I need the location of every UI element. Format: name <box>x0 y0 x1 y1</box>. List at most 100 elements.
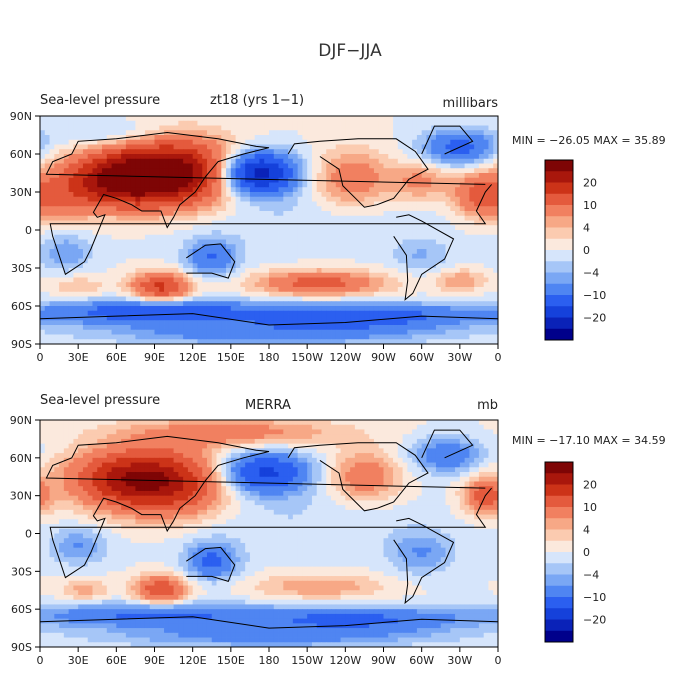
field-cell <box>402 258 408 264</box>
field-cell <box>469 187 475 193</box>
field-cell <box>340 301 346 307</box>
field-cell <box>187 334 194 340</box>
field-cell <box>63 177 70 183</box>
field-cell <box>82 287 89 293</box>
field-cell <box>288 249 294 255</box>
field-cell <box>340 206 346 212</box>
field-cell <box>44 201 50 207</box>
field-cell <box>335 268 341 274</box>
field-cell <box>130 268 136 274</box>
field-cell <box>240 230 246 236</box>
field-cell <box>378 211 384 217</box>
field-cell <box>206 277 213 283</box>
field-cell <box>335 334 341 340</box>
field-cell <box>97 282 103 288</box>
field-cell <box>73 211 79 217</box>
field-cell <box>168 139 174 145</box>
field-cell <box>254 306 260 312</box>
field-cell <box>302 125 308 131</box>
field-cell <box>412 182 418 188</box>
field-cell <box>226 173 232 179</box>
field-cell <box>149 177 155 183</box>
field-cell <box>221 420 227 426</box>
panel-title-center: zt18 (yrs 1−1) <box>210 93 304 108</box>
field-cell <box>459 244 465 250</box>
field-cell <box>135 215 141 221</box>
field-cell <box>345 173 351 179</box>
field-cell <box>359 263 365 269</box>
field-cell <box>92 263 98 269</box>
field-cell <box>416 287 423 293</box>
field-cell <box>350 263 356 269</box>
field-cell <box>216 206 222 212</box>
field-cell <box>369 277 375 283</box>
field-cell <box>197 253 203 259</box>
field-cell <box>407 310 413 316</box>
field-cell <box>102 301 108 307</box>
field-cell <box>321 144 327 150</box>
field-cell <box>474 225 480 231</box>
field-cell <box>254 429 260 435</box>
field-cell <box>254 158 260 164</box>
field-cell <box>388 315 394 321</box>
field-cell <box>135 315 141 321</box>
field-cell <box>402 158 408 164</box>
field-cell <box>49 187 55 193</box>
field-cell <box>307 154 313 160</box>
field-cell <box>149 325 155 331</box>
field-cell <box>483 196 489 202</box>
field-cell <box>97 325 103 331</box>
field-cell <box>154 334 160 340</box>
field-cell <box>187 154 194 160</box>
field-cell <box>478 334 485 340</box>
field-cell <box>149 253 155 259</box>
field-cell <box>431 173 437 179</box>
field-cell <box>407 424 413 430</box>
field-cell <box>130 182 136 188</box>
field-cell <box>412 268 418 274</box>
field-cell <box>464 144 470 150</box>
field-cell <box>116 301 122 307</box>
field-cell <box>164 163 170 169</box>
field-cell <box>125 424 132 430</box>
field-cell <box>264 125 270 131</box>
field-cell <box>416 125 423 131</box>
field-cell <box>121 163 127 169</box>
field-cell <box>292 268 299 274</box>
field-cell <box>402 424 408 430</box>
field-cell <box>364 144 370 150</box>
field-cell <box>149 211 155 217</box>
field-cell <box>440 296 446 302</box>
field-cell <box>307 225 313 231</box>
field-cell <box>40 168 46 174</box>
field-cell <box>483 306 489 312</box>
field-cell <box>331 120 337 126</box>
field-cell <box>283 424 289 430</box>
field-cell <box>450 125 456 131</box>
field-cell <box>102 258 108 264</box>
field-cell <box>440 424 446 430</box>
field-cell <box>187 139 194 145</box>
field-cell <box>412 225 418 231</box>
field-cell <box>331 315 337 321</box>
field-cell <box>130 149 136 155</box>
field-cell <box>269 158 275 164</box>
field-cell <box>388 268 394 274</box>
field-cell <box>68 339 74 345</box>
field-cell <box>226 177 232 183</box>
field-cell <box>54 225 60 231</box>
field-cell <box>40 429 46 435</box>
field-cell <box>416 116 423 122</box>
field-cell <box>478 158 485 164</box>
field-cell <box>140 192 146 198</box>
field-cell <box>316 424 322 430</box>
field-cell <box>54 277 60 283</box>
field-cell <box>369 144 375 150</box>
field-cell <box>44 325 50 331</box>
field-cell <box>206 253 213 259</box>
field-cell <box>431 244 437 250</box>
field-cell <box>393 116 399 122</box>
field-cell <box>288 429 294 435</box>
field-cell <box>478 301 485 307</box>
field-cell <box>493 187 499 193</box>
